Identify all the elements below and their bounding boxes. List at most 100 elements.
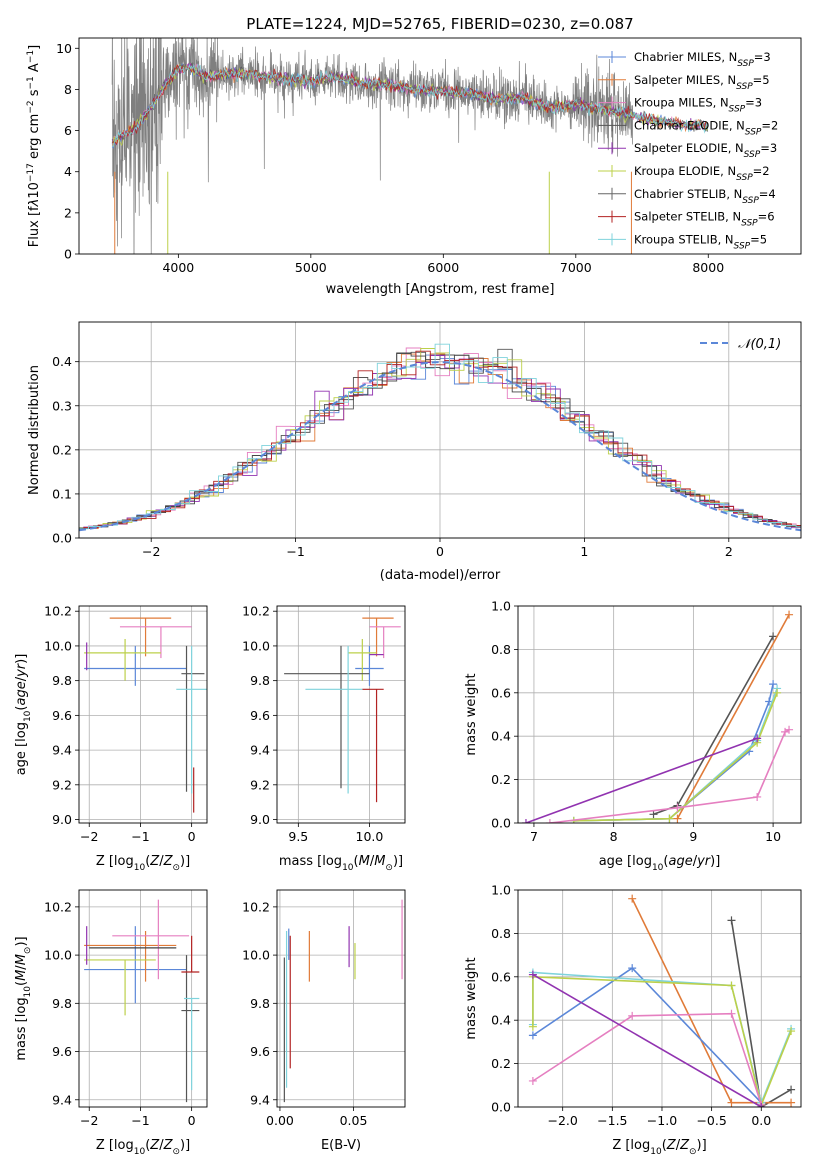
y-tick-label: 9.6 xyxy=(250,708,270,723)
y-tick-label: 0.4 xyxy=(491,1013,511,1028)
x-tick-label: −1 xyxy=(286,544,304,559)
mass_vs_Z-ylabel: mass [log10(M/M⊙)] xyxy=(14,936,33,1060)
y-tick-label: 9.4 xyxy=(52,1092,72,1107)
x-tick-label: 0 xyxy=(188,829,196,844)
legend-entry: Chabrier ELODIE, NSSP=2 xyxy=(634,118,778,137)
x-tick-label: −1.5 xyxy=(597,1113,627,1128)
y-tick-label: 0.0 xyxy=(491,1100,511,1115)
axes-frame xyxy=(276,889,406,1108)
axes-frame xyxy=(78,321,802,539)
histogram-step xyxy=(79,352,801,532)
mass-weight-point xyxy=(753,792,762,801)
spectrum-ylabel: Flux [fλ10−17 erg cm−2 s−1 A−1] xyxy=(26,45,42,247)
legend-entry: Kroupa ELODIE, NSSP=2 xyxy=(634,164,770,183)
y-tick-label: 8 xyxy=(64,82,72,97)
y-tick-label: 9.4 xyxy=(250,743,270,758)
y-tick-label: 9.6 xyxy=(250,1044,270,1059)
mass-weight-point xyxy=(665,814,674,823)
y-tick-label: 0.6 xyxy=(491,969,511,984)
mw_vs_Z-panel: −2.0 −1.5 −1.0 −0.5 0.0 0.0 0.2 0.4 0.6 0.8 1.0 Z [… xyxy=(464,883,802,1157)
mass-weight-point xyxy=(781,727,790,736)
y-tick-label: 10.0 xyxy=(242,948,270,963)
mass-weight-line xyxy=(532,973,762,1107)
x-tick-label: 7000 xyxy=(560,260,592,275)
legend-entry: Salpeter STELIB, NSSP=6 xyxy=(634,210,775,229)
x-tick-label: 0.00 xyxy=(266,1113,294,1128)
y-tick-label: 6 xyxy=(64,123,72,138)
residuals-xlabel: (data-model)/error xyxy=(380,568,501,583)
y-tick-label: 9.4 xyxy=(250,1092,270,1107)
x-tick-label: −0.5 xyxy=(696,1113,726,1128)
y-tick-label: 0.3 xyxy=(52,398,72,413)
legend-entry: Kroupa STELIB, NSSP=5 xyxy=(634,232,767,251)
mass-weight-point xyxy=(649,810,658,819)
x-tick-label: 9.5 xyxy=(288,829,308,844)
y-tick-label: 10.2 xyxy=(44,604,72,619)
mass_vs_Z-xlabel: Z [log10(Z/Z⊙)] xyxy=(96,1138,190,1157)
y-tick-label: 1.0 xyxy=(491,883,511,898)
legend-entry: Chabrier MILES, NSSP=3 xyxy=(634,50,771,69)
age_vs_Z-errorbars xyxy=(84,617,207,813)
y-tick-label: 0.2 xyxy=(52,442,72,457)
x-tick-label: −2.0 xyxy=(548,1113,578,1128)
x-tick-label: 10 xyxy=(765,829,781,844)
legend-entry: Kroupa MILES, NSSP=3 xyxy=(634,96,762,115)
mw_vs_Z-lines xyxy=(528,894,796,1107)
y-tick-label: 0.4 xyxy=(52,354,72,369)
model-spectrum-line xyxy=(111,63,709,148)
mass-weight-point xyxy=(727,981,736,990)
legend-entry: Salpeter ELODIE, NSSP=3 xyxy=(634,141,777,160)
y-tick-label: 10 xyxy=(56,41,72,56)
mass_vs_EBV-xlabel: E(B-V) xyxy=(321,1138,361,1153)
mass_vs_Z-panel: −2 −1 0 9.4 9.6 9.8 10.0 10.2 Z [log10(Z/Z⊙)] mas… xyxy=(14,889,208,1157)
mass-weight-line xyxy=(573,688,778,822)
y-tick-label: 0.2 xyxy=(491,1056,511,1071)
y-tick-label: 2 xyxy=(64,205,72,220)
mw_vs_age-xlabel: age [log10(age/yr)] xyxy=(599,854,721,873)
mass-weight-point xyxy=(628,894,637,903)
mass-weight-point xyxy=(785,610,794,619)
y-tick-label: 10.0 xyxy=(44,948,72,963)
age_vs_mass-xlabel: mass [log10(M/M⊙)] xyxy=(279,854,403,873)
histogram-series xyxy=(79,343,801,532)
mass-weight-point xyxy=(787,1098,796,1107)
y-tick-label: 9.2 xyxy=(52,777,72,792)
y-tick-label: 10.2 xyxy=(44,899,72,914)
x-tick-label: 10.0 xyxy=(356,829,384,844)
spectrum-title: PLATE=1224, MJD=52765, FIBERID=0230, z=0… xyxy=(246,15,633,33)
mass-weight-point xyxy=(673,803,682,812)
axes-frame xyxy=(276,605,406,824)
mass-weight-point xyxy=(528,1076,537,1085)
y-tick-label: 10.2 xyxy=(242,899,270,914)
x-tick-label: −1.0 xyxy=(647,1113,677,1128)
y-tick-label: 9.0 xyxy=(52,812,72,827)
mass-weight-point xyxy=(753,734,762,743)
y-tick-label: 9.8 xyxy=(52,996,72,1011)
y-tick-label: 10.2 xyxy=(242,604,270,619)
axes-frame xyxy=(78,37,802,255)
residuals-ylabel: Normed distribution xyxy=(27,365,42,495)
mass-weight-point xyxy=(528,1022,537,1031)
mw_vs_Z-ylabel: mass weight xyxy=(464,957,479,1039)
mw_vs_Z-xlabel: Z [log10(Z/Z⊙)] xyxy=(612,1138,706,1157)
mass-weight-point xyxy=(628,964,637,973)
y-tick-label: 10.0 xyxy=(44,638,72,653)
axes-frame xyxy=(78,889,208,1108)
mw_vs_age-lines xyxy=(521,610,794,823)
mass-weight-point xyxy=(528,970,537,979)
mass-weight-point xyxy=(727,1009,736,1018)
x-tick-label: −2 xyxy=(80,1113,98,1128)
axes-frame xyxy=(517,605,802,824)
age_vs_Z-xlabel: Z [log10(Z/Z⊙)] xyxy=(96,854,190,873)
y-tick-label: 9.2 xyxy=(250,777,270,792)
x-tick-label: 0 xyxy=(436,544,444,559)
histogram-step xyxy=(79,348,801,529)
y-tick-label: 9.6 xyxy=(52,708,72,723)
axes-frame xyxy=(78,605,208,824)
age_vs_mass-panel: 9.5 10.0 9.0 9.2 9.4 9.6 9.8 10.0 10.2 mass [log1… xyxy=(242,604,406,873)
mass-weight-line xyxy=(730,920,792,1107)
legend-entry: 𝒩(0,1) xyxy=(738,337,781,352)
mass-weight-line xyxy=(676,614,790,820)
age_vs_mass-errorbars xyxy=(284,617,401,803)
